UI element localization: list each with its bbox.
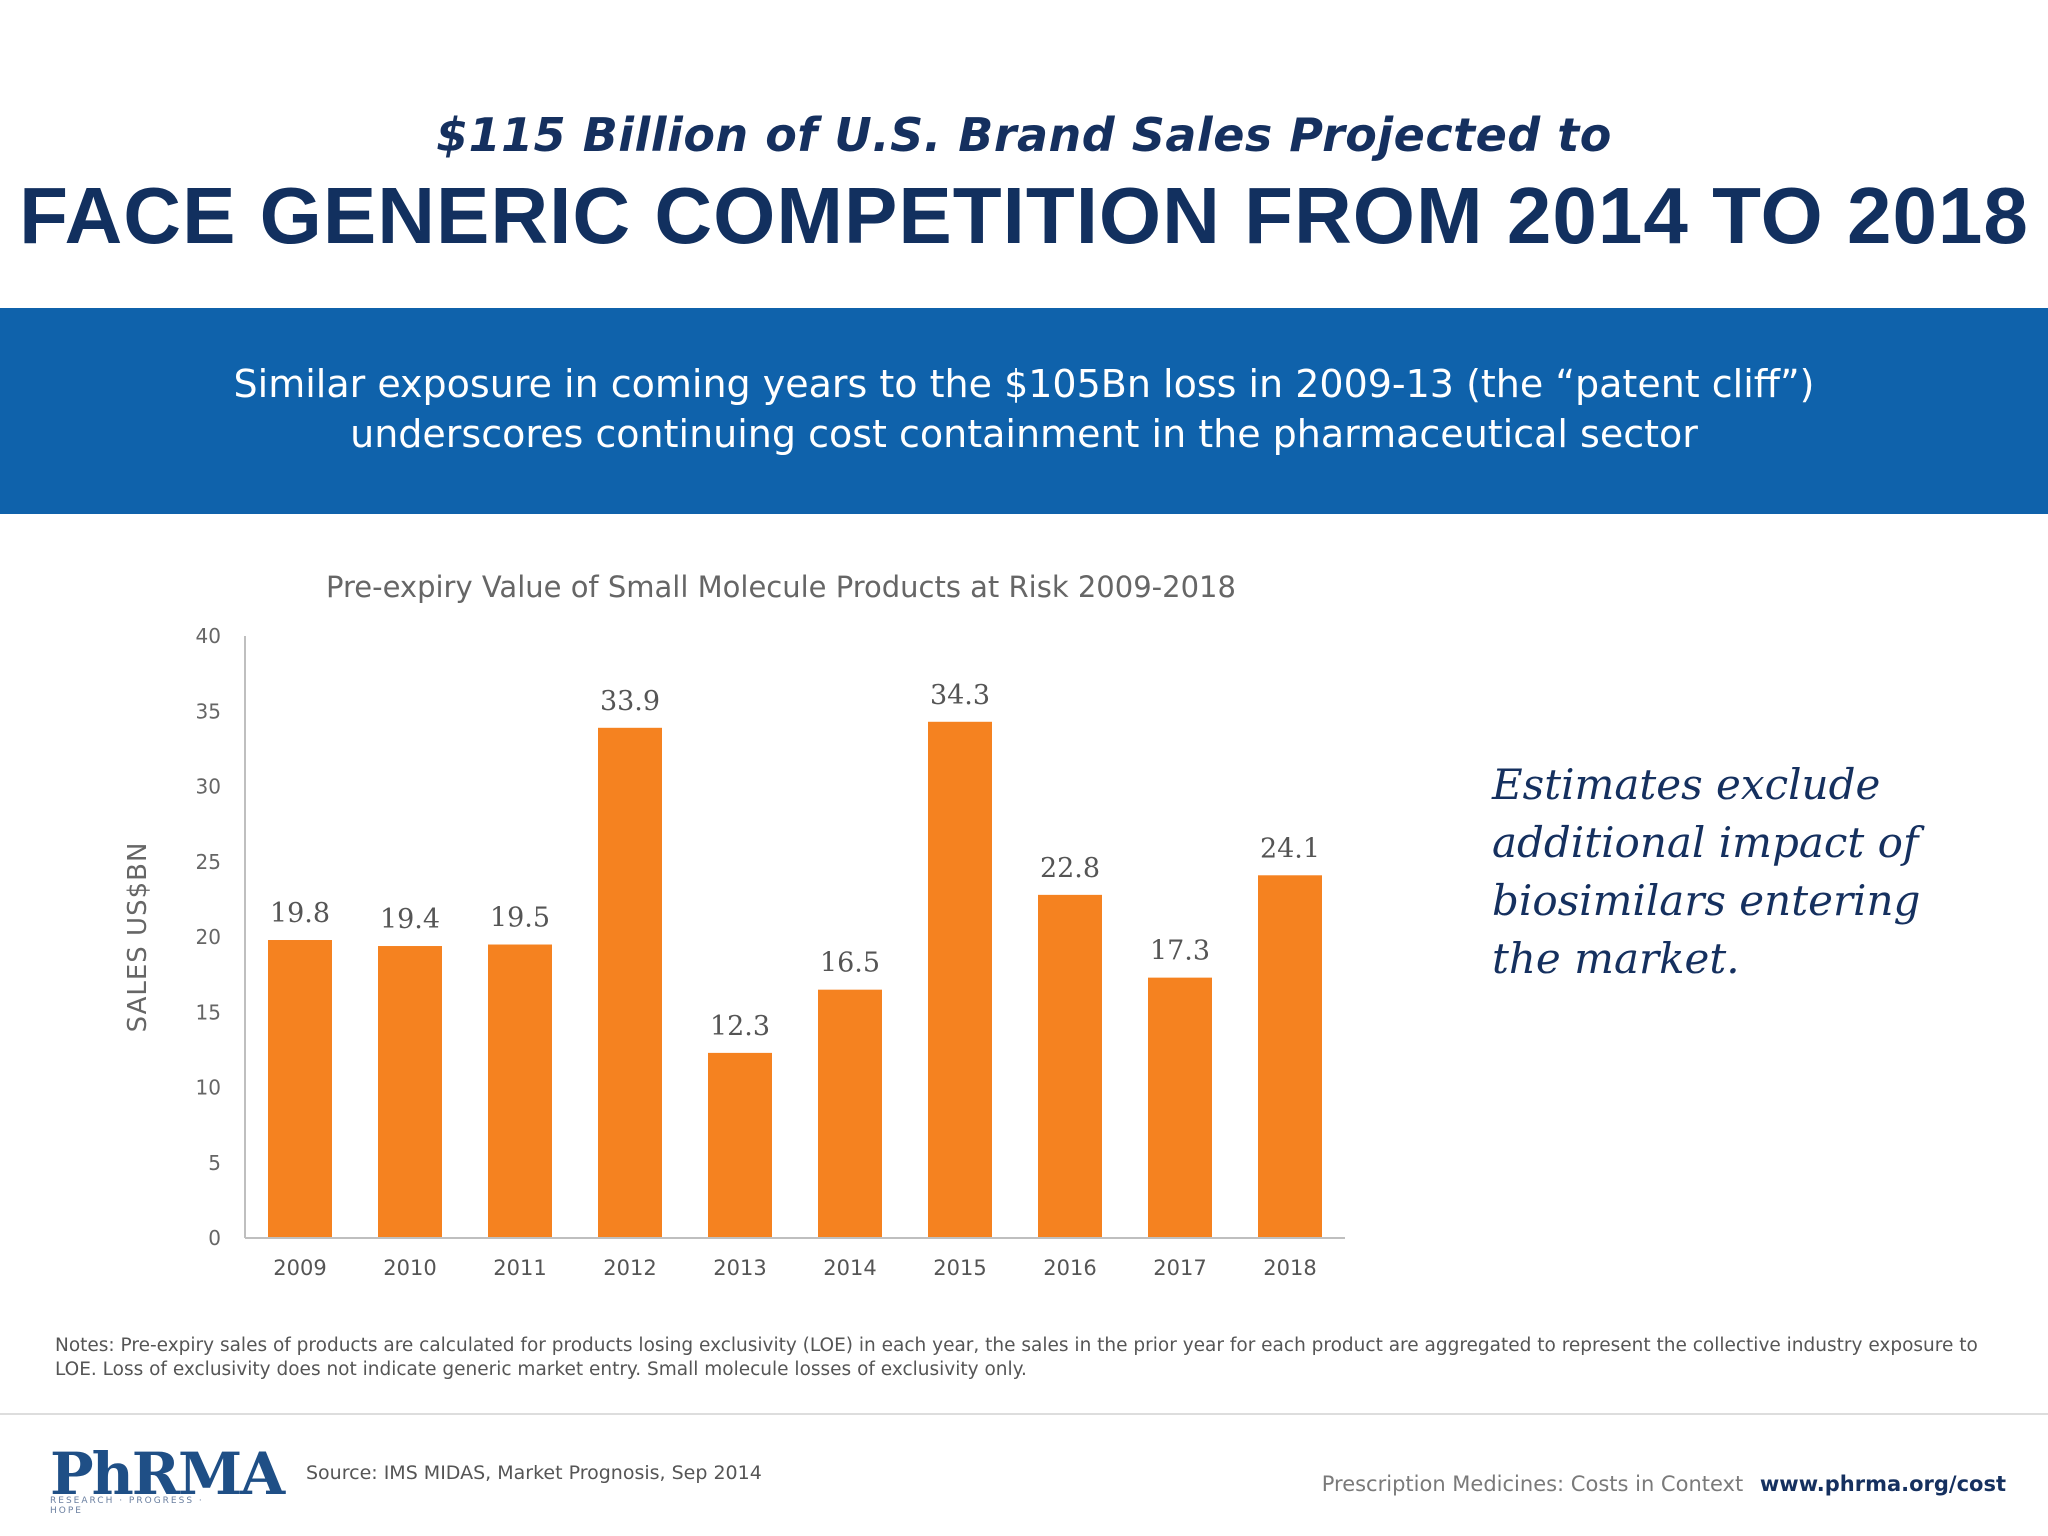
chart-title: Pre-expiry Value of Small Molecule Produ…: [326, 570, 1236, 604]
bar-2013: [708, 1052, 772, 1238]
banner-line-1: Similar exposure in coming years to the …: [233, 362, 1815, 406]
side-note-line-3: biosimilars entering: [1492, 876, 1921, 925]
x-tick-label-2016: 2016: [1043, 1256, 1096, 1280]
y-tick-label: 10: [196, 1076, 221, 1100]
phrma-logo: PhRMA RESEARCH · PROGRESS · HOPE: [50, 1440, 285, 1516]
x-tick-label-2014: 2014: [823, 1256, 876, 1280]
x-tick-label-2010: 2010: [383, 1256, 436, 1280]
data-label-2012: 33.9: [600, 686, 660, 717]
x-tick-label-2011: 2011: [493, 1256, 546, 1280]
y-tick-label: 35: [196, 699, 221, 723]
source-text: Source: IMS MIDAS, Market Prognosis, Sep…: [306, 1462, 762, 1484]
banner-line-2: underscores continuing cost containment …: [350, 412, 1698, 456]
footer-url-link[interactable]: www.phrma.org/cost: [1759, 1472, 2006, 1496]
x-tick-label-2018: 2018: [1263, 1256, 1316, 1280]
footer-right: Prescription Medicines: Costs in Context…: [1322, 1472, 2006, 1496]
y-tick-label: 40: [196, 624, 221, 648]
x-tick-label-2015: 2015: [933, 1256, 986, 1280]
x-tick-label-2009: 2009: [273, 1256, 326, 1280]
bar-2016: [1038, 894, 1102, 1238]
bar-2009: [268, 940, 332, 1238]
y-tick-label: 15: [196, 1000, 221, 1024]
bar-2018: [1258, 875, 1322, 1238]
data-label-2018: 24.1: [1260, 833, 1320, 864]
page-title: FACE GENERIC COMPETITION FROM 2014 TO 20…: [19, 171, 2029, 260]
data-label-2011: 19.5: [490, 903, 550, 934]
bar-2015: [928, 721, 992, 1238]
bar-2011: [488, 944, 552, 1238]
summary-banner: Similar exposure in coming years to the …: [0, 308, 2048, 514]
footnotes: Notes: Pre-expiry sales of products are …: [55, 1335, 1978, 1380]
bar-2014: [818, 989, 882, 1238]
data-label-2015: 34.3: [930, 680, 990, 711]
x-tick-label-2012: 2012: [603, 1256, 656, 1280]
header: $115 Billion of U.S. Brand Sales Project…: [0, 0, 2048, 308]
data-label-2016: 22.8: [1040, 853, 1100, 884]
data-label-2010: 19.4: [380, 904, 440, 935]
data-label-2017: 17.3: [1150, 936, 1210, 967]
data-label-2009: 19.8: [270, 898, 330, 929]
logo-tagline: RESEARCH · PROGRESS · HOPE: [50, 1496, 204, 1516]
side-note-line-4: the market.: [1492, 934, 1740, 983]
side-note: Estimates exclude additional impact of b…: [1492, 756, 1952, 988]
side-note-line-1: Estimates exclude: [1492, 760, 1881, 809]
y-tick-label: 0: [208, 1226, 221, 1250]
x-tick-label-2017: 2017: [1153, 1256, 1206, 1280]
logo-wordmark: PhRMA: [50, 1440, 285, 1508]
bar-chart: SALES US$BN 0 5 10 15 20 25 30 35 40 19.8 19.4 19.…: [123, 624, 1345, 1280]
x-tick-label-2013: 2013: [713, 1256, 766, 1280]
side-note-line-2: additional impact of: [1492, 818, 1919, 867]
y-tick-label: 25: [196, 850, 221, 874]
headline-kicker: $115 Billion of U.S. Brand Sales Project…: [436, 108, 1612, 162]
bar-2017: [1148, 977, 1212, 1238]
data-label-2014: 16.5: [820, 948, 880, 979]
y-tick-label: 20: [196, 925, 221, 949]
bar-2010: [378, 946, 442, 1238]
bar-2012: [598, 727, 662, 1238]
y-axis-title: SALES US$BN: [123, 842, 153, 1033]
footer-divider: [0, 1413, 2048, 1415]
y-tick-label: 30: [196, 775, 221, 799]
y-tick-label: 5: [208, 1151, 221, 1175]
data-label-2013: 12.3: [710, 1011, 770, 1042]
footer-caption: Prescription Medicines: Costs in Context: [1321, 1472, 1744, 1496]
